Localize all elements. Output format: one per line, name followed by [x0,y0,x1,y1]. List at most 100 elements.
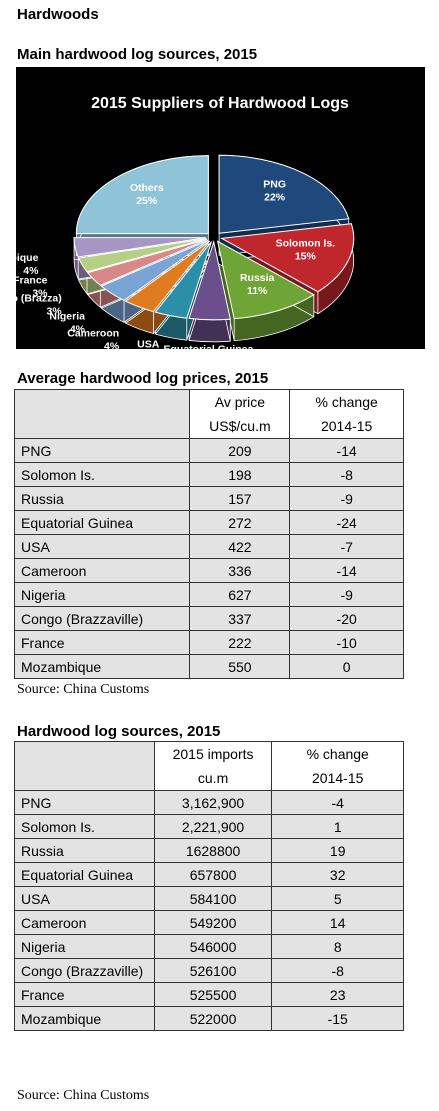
pie-slice [75,155,209,235]
table-row: Nigeria 546000 8 [14,934,404,959]
table-row: USA 422 -7 [13,534,404,559]
change-cell: -20 [289,606,404,631]
price-cell: 337 [189,606,291,631]
table-row: Cameroon 336 -14 [13,558,404,583]
slice-label: Solomon Is. [276,238,336,250]
change-cell: 19 [271,838,404,863]
prices-header-row-2: US$/cu.m 2014-15 [15,414,404,439]
sources-source-note: Source: China Customs [17,1088,150,1103]
table-row: Mozambique 550 0 [13,654,404,679]
table-row: PNG 3,162,900 -4 [14,790,404,815]
section-title: Hardwoods [17,6,99,23]
sources-table: 2015 imports % change cu.m 2014-15 PNG 3,… [14,741,404,1031]
price-cell: 198 [189,462,291,487]
change-cell: -7 [289,534,404,559]
table-row: Solomon Is. 2,221,900 1 [14,814,404,839]
price-cell: 422 [189,534,291,559]
prices-col-price-unit: US$/cu.m [189,414,291,439]
table-row: Equatorial Guinea 272 -24 [13,510,404,535]
pie-slice [73,237,207,258]
slice-label: Nigeria [49,311,85,323]
slice-label: France [16,274,48,286]
price-cell: 336 [189,558,291,583]
prices-header-row: Av price % change [13,389,404,439]
country-cell: Russia [14,838,155,863]
pie-slice [154,241,213,319]
change-cell: -14 [289,558,404,583]
slice-percent-label: 4% [104,340,120,349]
change-cell: 0 [289,654,404,679]
change-cell: -24 [289,510,404,535]
slice-percent-label: 3% [32,287,48,299]
imports-cell: 1628800 [153,838,273,863]
country-cell: Solomon Is. [14,814,155,839]
country-cell: Russia [13,486,191,511]
table-row: France 222 -10 [13,630,404,655]
header-blank-cell [14,741,155,791]
imports-cell: 525500 [153,982,273,1007]
slice-percent-label: 4% [70,324,86,336]
slice-label: Congo (Brazza) [16,292,62,304]
price-cell: 272 [189,510,291,535]
country-cell: Congo (Brazzaville) [13,606,191,631]
country-cell: Cameroon [14,910,155,935]
table-row: Cameroon 549200 14 [14,910,404,935]
change-cell: -14 [289,438,404,463]
prices-col-change-header: % change [289,389,404,414]
pie-slice [188,239,231,321]
country-cell: Mozambique [14,1006,155,1031]
pie-slice [216,240,315,320]
country-cell: Equatorial Guinea [14,862,155,887]
pie-slice [220,223,355,293]
chart-title: 2015 Suppliers of Hardwood Logs [91,95,349,112]
imports-cell: 526100 [153,958,273,983]
sources-heading: Hardwood log sources, 2015 [17,723,221,740]
pie-slice [218,154,350,234]
slice-percent-label: 22% [264,192,286,204]
table-row: Nigeria 627 -9 [13,582,404,607]
country-cell: Congo (Brazzaville) [14,958,155,983]
country-cell: Mozambique [13,654,191,679]
change-cell: -10 [289,630,404,655]
imports-cell: 549200 [153,910,273,935]
change-cell: 32 [271,862,404,887]
country-cell: Solomon Is. [13,462,191,487]
sources-header-row: 2015 imports % change [14,741,404,791]
prices-col-price-header: Av price [189,389,291,414]
country-cell: PNG [14,790,155,815]
table-row: Mozambique 522000 -15 [14,1006,404,1031]
country-cell: USA [14,886,155,911]
slice-percent-label: 3% [46,305,62,317]
slice-label: USA [137,339,160,349]
slice-percent-label: 25% [136,195,158,207]
price-cell: 222 [189,630,291,655]
imports-cell: 522000 [153,1006,273,1031]
prices-col-change-period: 2014-15 [289,414,404,439]
prices-heading: Average hardwood log prices, 2015 [17,370,269,387]
prices-source-note: Source: China Customs [17,682,150,697]
table-row: Congo (Brazzaville) 526100 -8 [14,958,404,983]
price-cell: 627 [189,582,291,607]
slice-label: Others [130,182,164,194]
change-cell: -4 [271,790,404,815]
slice-label: Russia [240,272,275,284]
prices-table: Av price % change US$/cu.m 2014-15 PNG 20… [13,389,404,679]
price-cell: 157 [189,486,291,511]
slice-percent-label: 11% [247,285,268,297]
slice-label: PNG [263,179,286,191]
change-cell: -8 [271,958,404,983]
price-cell: 209 [189,438,291,463]
pie-chart-panel: 2015 Suppliers of Hardwood Logs PNG 22% So… [16,67,425,349]
country-cell: France [14,982,155,1007]
change-cell: 23 [271,982,404,1007]
imports-cell: 584100 [153,886,273,911]
pie-slice [86,238,208,286]
slice-label: Cameroon [67,327,119,339]
slice-label: Mozambique [16,252,39,264]
price-cell: 550 [189,654,291,679]
table-row: USA 584100 5 [14,886,404,911]
country-cell: PNG [13,438,191,463]
pie-slice [100,239,209,301]
pie-slice [77,238,207,273]
sources-col-imports-unit: cu.m [153,766,273,791]
